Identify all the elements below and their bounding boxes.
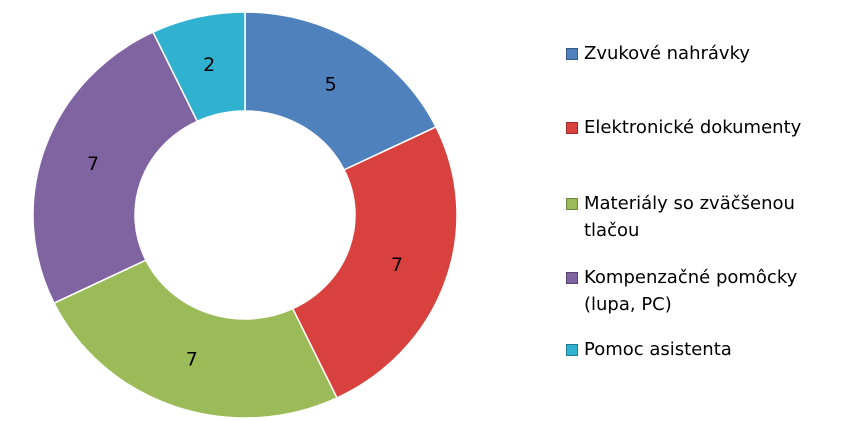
segment — [152, 11, 246, 123]
legend-entry: Materiály so zväčšenou tlačou — [566, 190, 846, 244]
legend-swatch — [566, 198, 578, 210]
segment — [291, 125, 458, 399]
legend-label: Materiály so zväčšenou tlačou — [584, 193, 795, 241]
legend-entry: Pomoc asistenta — [566, 336, 846, 363]
legend-label: Kompenzačné pomôcky (lupa, PC) — [584, 267, 798, 315]
legend-label: Zvukové nahrávky — [584, 43, 750, 64]
segment — [52, 259, 338, 419]
legend-entry: Kompenzačné pomôcky (lupa, PC) — [566, 264, 846, 318]
data-label: 2 — [203, 54, 215, 76]
data-label: 7 — [391, 254, 403, 276]
legend-label: Elektronické dokumenty — [584, 117, 802, 138]
legend-entry: Zvukové nahrávky — [566, 40, 846, 67]
legend-swatch — [566, 122, 578, 134]
data-label: 7 — [186, 348, 198, 370]
legend-swatch — [566, 344, 578, 356]
legend-entry: Elektronické dokumenty — [566, 114, 846, 141]
segment — [244, 11, 438, 171]
data-label: 5 — [325, 74, 337, 96]
legend-swatch — [566, 48, 578, 60]
segment — [32, 31, 199, 305]
legend-label: Pomoc asistenta — [584, 339, 732, 360]
data-label: 7 — [87, 153, 99, 175]
legend-swatch — [566, 272, 578, 284]
